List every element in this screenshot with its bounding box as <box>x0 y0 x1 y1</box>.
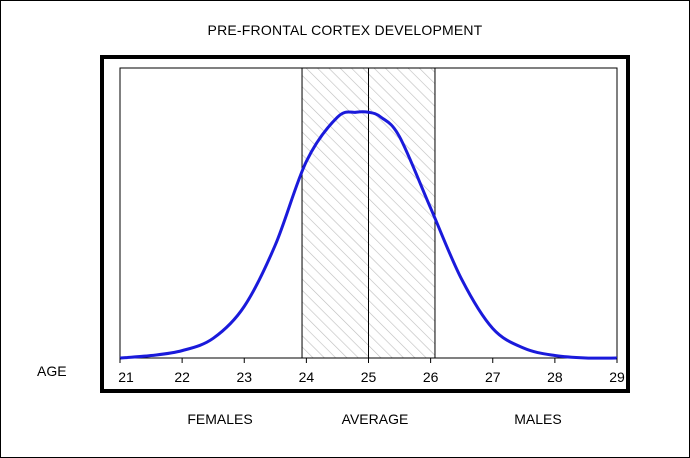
average-label: AVERAGE <box>341 411 409 427</box>
x-tick-label: 26 <box>423 369 439 385</box>
x-tick-label: 21 <box>118 369 134 385</box>
x-tick-label: 25 <box>361 369 377 385</box>
females-label: FEMALES <box>187 411 253 427</box>
x-tick-label: 22 <box>174 369 190 385</box>
outer-frame <box>100 55 630 393</box>
age-label: AGE <box>37 363 67 379</box>
males-label: MALES <box>514 411 562 427</box>
chart-title: PRE-FRONTAL CORTEX DEVELOPMENT <box>207 22 483 38</box>
x-tick-label: 23 <box>236 369 252 385</box>
development-curve <box>119 110 618 360</box>
x-tick-label: 29 <box>609 369 625 385</box>
x-tick-label: 28 <box>547 369 563 385</box>
x-tick-label: 27 <box>485 369 501 385</box>
x-tick-label: 24 <box>299 369 315 385</box>
